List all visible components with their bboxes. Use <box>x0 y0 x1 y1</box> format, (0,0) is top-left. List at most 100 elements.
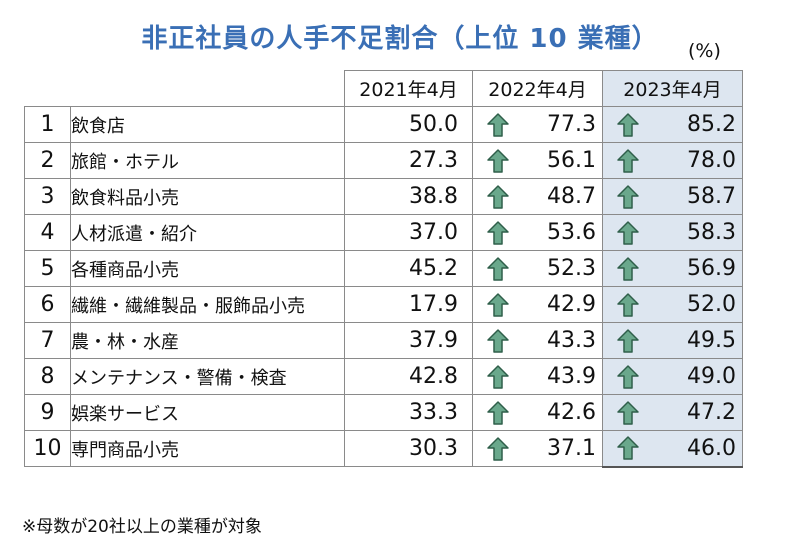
rank-cell: 8 <box>24 358 71 395</box>
header-blank <box>70 70 345 107</box>
rank-cell: 10 <box>24 430 71 467</box>
column-header-2021: 2021年4月 <box>344 70 473 107</box>
value-label: 58.3 <box>687 220 736 245</box>
value-label: 46.0 <box>687 435 736 461</box>
header-corner <box>25 71 71 107</box>
up-arrow-icon <box>487 328 509 353</box>
value-cell-2023年4月: 52.0 <box>602 286 743 323</box>
value-cell-2023年4月: 58.7 <box>602 178 743 215</box>
value-label: 56.9 <box>687 256 736 281</box>
value-cell-2022年4月: 56.1 <box>472 142 603 179</box>
table-row: 3 飲食料品小売 38.8 48.7 58.7 <box>24 178 743 215</box>
industry-cell: 各種商品小売 <box>70 250 345 287</box>
value-cell-2021年4月: 45.2 <box>344 250 473 287</box>
column-header-2022: 2022年4月 <box>472 70 603 107</box>
value-label: 48.7 <box>547 184 596 209</box>
value-label: 50.0 <box>409 112 458 137</box>
table-row: 7 農・林・水産 37.9 43.3 49.5 <box>24 322 743 359</box>
industry-cell: 飲食料品小売 <box>70 178 345 215</box>
value-label: 85.2 <box>687 112 736 137</box>
value-label: 37.1 <box>547 436 596 461</box>
up-arrow-icon <box>617 292 639 317</box>
value-cell-2022年4月: 53.6 <box>472 214 603 251</box>
up-arrow-icon <box>487 436 509 461</box>
up-arrow-icon <box>487 256 509 281</box>
table-row: 6 繊維・繊維製品・服飾品小売 17.9 42.9 52.0 <box>24 286 743 323</box>
value-label: 37.0 <box>409 220 458 245</box>
value-cell-2021年4月: 42.8 <box>344 358 473 395</box>
value-label: 58.7 <box>687 184 736 209</box>
up-arrow-icon <box>487 148 509 173</box>
up-arrow-icon <box>617 220 639 245</box>
value-label: 38.8 <box>409 184 458 209</box>
up-arrow-icon <box>617 400 639 425</box>
footnote: ※母数が20社以上の業種が対象 <box>22 517 262 537</box>
value-cell-2022年4月: 77.3 <box>472 106 603 143</box>
value-label: 45.2 <box>409 256 458 281</box>
rank-cell: 7 <box>24 322 71 359</box>
rank-cell: 2 <box>24 142 71 179</box>
value-label: 47.2 <box>687 400 736 425</box>
industry-cell: 娯楽サービス <box>70 394 345 431</box>
table-row: 10 専門商品小売 30.3 37.1 46.0 <box>24 430 743 468</box>
table-row: 9 娯楽サービス 33.3 42.6 47.2 <box>24 394 743 431</box>
table-row: 2 旅館・ホテル 27.3 56.1 78.0 <box>24 142 743 179</box>
up-arrow-icon <box>617 256 639 281</box>
industry-cell: メンテナンス・警備・検査 <box>70 358 345 395</box>
up-arrow-icon <box>617 184 639 209</box>
value-cell-2023年4月: 56.9 <box>602 250 743 287</box>
industry-cell: 農・林・水産 <box>70 322 345 359</box>
value-cell-2021年4月: 33.3 <box>344 394 473 431</box>
chart-title: 非正社員の人手不足割合（上位 10 業種） <box>141 24 659 54</box>
value-label: 33.3 <box>409 400 458 425</box>
value-cell-2022年4月: 42.6 <box>472 394 603 431</box>
value-cell-2022年4月: 37.1 <box>472 430 603 467</box>
rank-cell: 6 <box>24 286 71 323</box>
value-label: 52.0 <box>687 292 736 317</box>
value-label: 56.1 <box>547 148 596 173</box>
up-arrow-icon <box>617 328 639 353</box>
industry-cell: 人材派遣・紹介 <box>70 214 345 251</box>
unit-label: (%) <box>688 40 721 62</box>
up-arrow-icon <box>617 148 639 173</box>
rank-cell: 3 <box>24 178 71 215</box>
up-arrow-icon <box>487 112 509 137</box>
data-table: 2021年4月 2022年4月 2023年4月 1 飲食店 50.0 77.3 85.2… <box>24 70 743 468</box>
industry-cell: 専門商品小売 <box>70 430 345 467</box>
value-label: 17.9 <box>409 292 458 317</box>
value-cell-2022年4月: 43.9 <box>472 358 603 395</box>
table-row: 8 メンテナンス・警備・検査 42.8 43.9 49.0 <box>24 358 743 395</box>
value-cell-2021年4月: 27.3 <box>344 142 473 179</box>
value-cell-2021年4月: 37.0 <box>344 214 473 251</box>
up-arrow-icon <box>487 364 509 389</box>
industry-cell: 旅館・ホテル <box>70 142 345 179</box>
table-row: 4 人材派遣・紹介 37.0 53.6 58.3 <box>24 214 743 251</box>
industry-cell: 繊維・繊維製品・服飾品小売 <box>70 286 345 323</box>
column-header-2023: 2023年4月 <box>602 70 743 107</box>
rank-cell: 9 <box>24 394 71 431</box>
value-cell-2023年4月: 49.0 <box>602 358 743 395</box>
rank-cell: 4 <box>24 214 71 251</box>
value-cell-2023年4月: 47.2 <box>602 394 743 431</box>
up-arrow-icon <box>617 364 639 389</box>
value-label: 53.6 <box>547 220 596 245</box>
value-label: 42.6 <box>547 400 596 425</box>
value-label: 49.5 <box>687 328 736 353</box>
rank-cell: 5 <box>24 250 71 287</box>
up-arrow-icon <box>487 292 509 317</box>
value-label: 77.3 <box>547 112 596 137</box>
value-label: 43.3 <box>547 328 596 353</box>
up-arrow-icon <box>617 436 639 460</box>
value-cell-2022年4月: 43.3 <box>472 322 603 359</box>
up-arrow-icon <box>487 220 509 245</box>
value-label: 78.0 <box>687 148 736 173</box>
up-arrow-icon <box>617 112 639 137</box>
value-cell-2022年4月: 52.3 <box>472 250 603 287</box>
industry-cell: 飲食店 <box>70 106 345 143</box>
value-label: 27.3 <box>409 148 458 173</box>
value-label: 30.3 <box>409 436 458 461</box>
rank-cell: 1 <box>24 106 71 143</box>
value-cell-2022年4月: 48.7 <box>472 178 603 215</box>
up-arrow-icon <box>487 184 509 209</box>
value-label: 42.8 <box>409 364 458 389</box>
